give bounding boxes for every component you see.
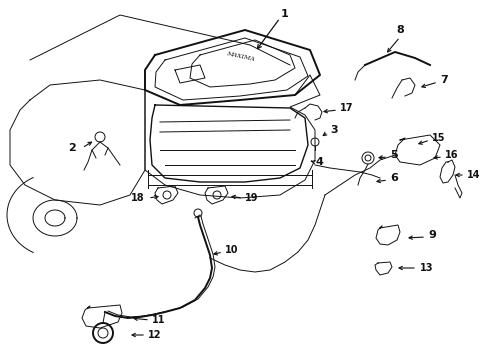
Text: 10: 10	[225, 245, 239, 255]
Text: 14: 14	[467, 170, 481, 180]
Text: 11: 11	[152, 315, 166, 325]
Text: 6: 6	[390, 173, 398, 183]
Text: 18: 18	[131, 193, 145, 203]
Text: 13: 13	[420, 263, 434, 273]
Text: 16: 16	[445, 150, 459, 160]
Text: 2: 2	[68, 143, 76, 153]
Text: 4: 4	[315, 157, 323, 167]
Text: 7: 7	[440, 75, 448, 85]
Text: 3: 3	[330, 125, 338, 135]
Text: 9: 9	[428, 230, 436, 240]
Text: 19: 19	[245, 193, 259, 203]
Text: 15: 15	[432, 133, 445, 143]
Text: 1: 1	[281, 9, 289, 19]
Text: 12: 12	[148, 330, 162, 340]
Text: MAXIMA: MAXIMA	[225, 51, 255, 62]
Text: 17: 17	[340, 103, 353, 113]
Text: 8: 8	[396, 25, 404, 35]
Text: 5: 5	[390, 150, 397, 160]
